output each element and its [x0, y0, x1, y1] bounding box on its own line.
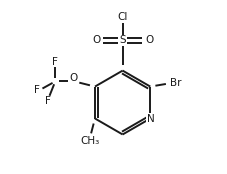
Text: F: F	[52, 57, 58, 66]
Text: O: O	[69, 73, 77, 83]
Text: N: N	[147, 113, 154, 124]
Text: S: S	[119, 35, 125, 45]
Text: O: O	[92, 35, 100, 45]
Text: Br: Br	[169, 78, 181, 88]
Text: Cl: Cl	[117, 12, 127, 22]
Text: F: F	[34, 85, 39, 95]
Text: F: F	[44, 96, 50, 106]
Text: O: O	[144, 35, 153, 45]
Text: CH₃: CH₃	[80, 136, 99, 147]
